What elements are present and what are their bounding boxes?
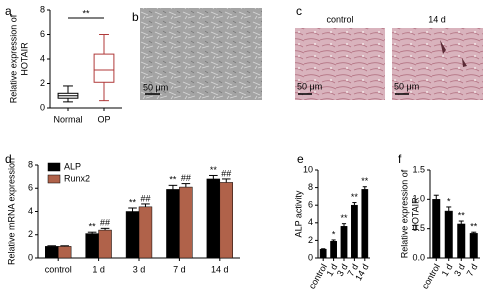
micrograph xyxy=(392,28,483,100)
significance-label: ** xyxy=(351,192,359,202)
y-tick-label: 2 xyxy=(28,229,33,239)
y-tick-label: 0.0 xyxy=(412,252,425,262)
y-tick-label: 4 xyxy=(308,217,313,227)
y-axis-title: HOTAIR xyxy=(19,42,29,76)
y-tick-label: 6 xyxy=(28,183,33,193)
significance-label: ** xyxy=(210,165,218,175)
bar xyxy=(469,233,478,259)
legend-label: Runx2 xyxy=(64,173,90,183)
bar xyxy=(219,182,233,259)
panel-letter: a xyxy=(5,4,12,18)
legend-swatch xyxy=(47,174,61,184)
image-label: control xyxy=(326,14,353,24)
y-tick-label: 4 xyxy=(28,206,33,216)
bar xyxy=(330,241,337,259)
bar xyxy=(206,178,221,259)
y-tick-label: 10 xyxy=(303,164,313,174)
x-tick-label: 3 d xyxy=(452,262,467,278)
image-label: 14 d xyxy=(428,14,446,24)
y-tick-label: 0.5 xyxy=(412,223,425,233)
significance-label: ## xyxy=(181,173,191,183)
panel-letter: e xyxy=(297,152,304,166)
significance-label: ** xyxy=(340,213,348,223)
y-tick-label: 0 xyxy=(40,102,45,112)
y-axis-title: Relative mRNA expression xyxy=(6,158,16,265)
micrograph xyxy=(295,28,385,100)
scale-label: 50 μm xyxy=(143,82,168,92)
y-tick-label: 0 xyxy=(308,252,313,262)
y-axis-title: HOTAIR xyxy=(410,197,420,231)
micrograph xyxy=(140,8,262,100)
legend-swatch xyxy=(47,162,61,172)
x-tick-label: 14 d xyxy=(211,264,229,274)
x-tick-label: OP xyxy=(97,114,110,124)
x-tick-label: Normal xyxy=(53,114,82,124)
y-tick-label: 6 xyxy=(40,29,45,39)
y-tick-label: 8 xyxy=(308,182,313,192)
bar xyxy=(138,206,153,259)
significance-label: * xyxy=(332,229,336,239)
significance-label: ** xyxy=(458,210,466,220)
significance-label: ** xyxy=(169,175,177,185)
x-tick-label: 7 d xyxy=(173,264,186,274)
bar xyxy=(361,189,369,259)
x-tick-label: 3 d xyxy=(133,264,146,274)
significance-label: ** xyxy=(82,8,90,18)
y-tick-label: 6 xyxy=(308,200,313,210)
bar xyxy=(85,233,99,259)
significance-label: ## xyxy=(221,168,231,178)
y-tick-label: 1.0 xyxy=(412,194,425,204)
y-tick-label: 4 xyxy=(40,53,45,63)
x-tick-label: 1 d xyxy=(92,264,105,274)
significance-label: ## xyxy=(100,218,110,228)
significance-label: ## xyxy=(140,193,150,203)
bar xyxy=(457,223,466,259)
panel-letter: d xyxy=(5,152,12,166)
bar xyxy=(57,246,72,259)
bar xyxy=(319,248,327,259)
significance-label: ** xyxy=(470,222,478,232)
box xyxy=(93,53,115,83)
bar xyxy=(98,229,112,259)
bar xyxy=(340,226,348,259)
significance-label: * xyxy=(447,196,451,206)
y-tick-label: 2 xyxy=(308,235,313,245)
bar xyxy=(444,210,453,259)
scale-label: 50 μm xyxy=(394,81,419,91)
y-axis-title: ALP activity xyxy=(293,190,303,237)
x-tick-label: 7 d xyxy=(465,262,480,278)
y-tick-label: 0 xyxy=(28,252,33,262)
bar xyxy=(125,211,140,259)
bar xyxy=(166,189,180,259)
bar xyxy=(432,199,441,259)
stain-spot xyxy=(440,40,467,67)
y-axis-title: Relative expression of xyxy=(399,169,409,258)
y-tick-label: 8 xyxy=(28,159,33,169)
panel-letter: c xyxy=(296,4,302,18)
significance-label: ** xyxy=(89,222,97,232)
significance-label: ** xyxy=(129,197,137,207)
panel-letter: f xyxy=(398,152,402,166)
x-tick-label: control xyxy=(307,262,329,290)
panel-letter: b xyxy=(132,10,139,24)
bar xyxy=(45,246,59,259)
x-tick-label: 1 d xyxy=(440,262,455,278)
y-tick-label: 1.5 xyxy=(412,164,425,174)
legend-label: ALP xyxy=(64,161,81,171)
bar xyxy=(351,204,358,259)
scale-label: 50 μm xyxy=(297,81,322,91)
y-axis-title: Relative expression of xyxy=(8,14,18,103)
x-tick-label: control xyxy=(45,264,72,274)
bar xyxy=(179,186,193,259)
y-tick-label: 8 xyxy=(40,4,45,14)
y-tick-label: 2 xyxy=(40,78,45,88)
x-tick-label: control xyxy=(420,262,442,290)
significance-label: ** xyxy=(361,176,369,186)
